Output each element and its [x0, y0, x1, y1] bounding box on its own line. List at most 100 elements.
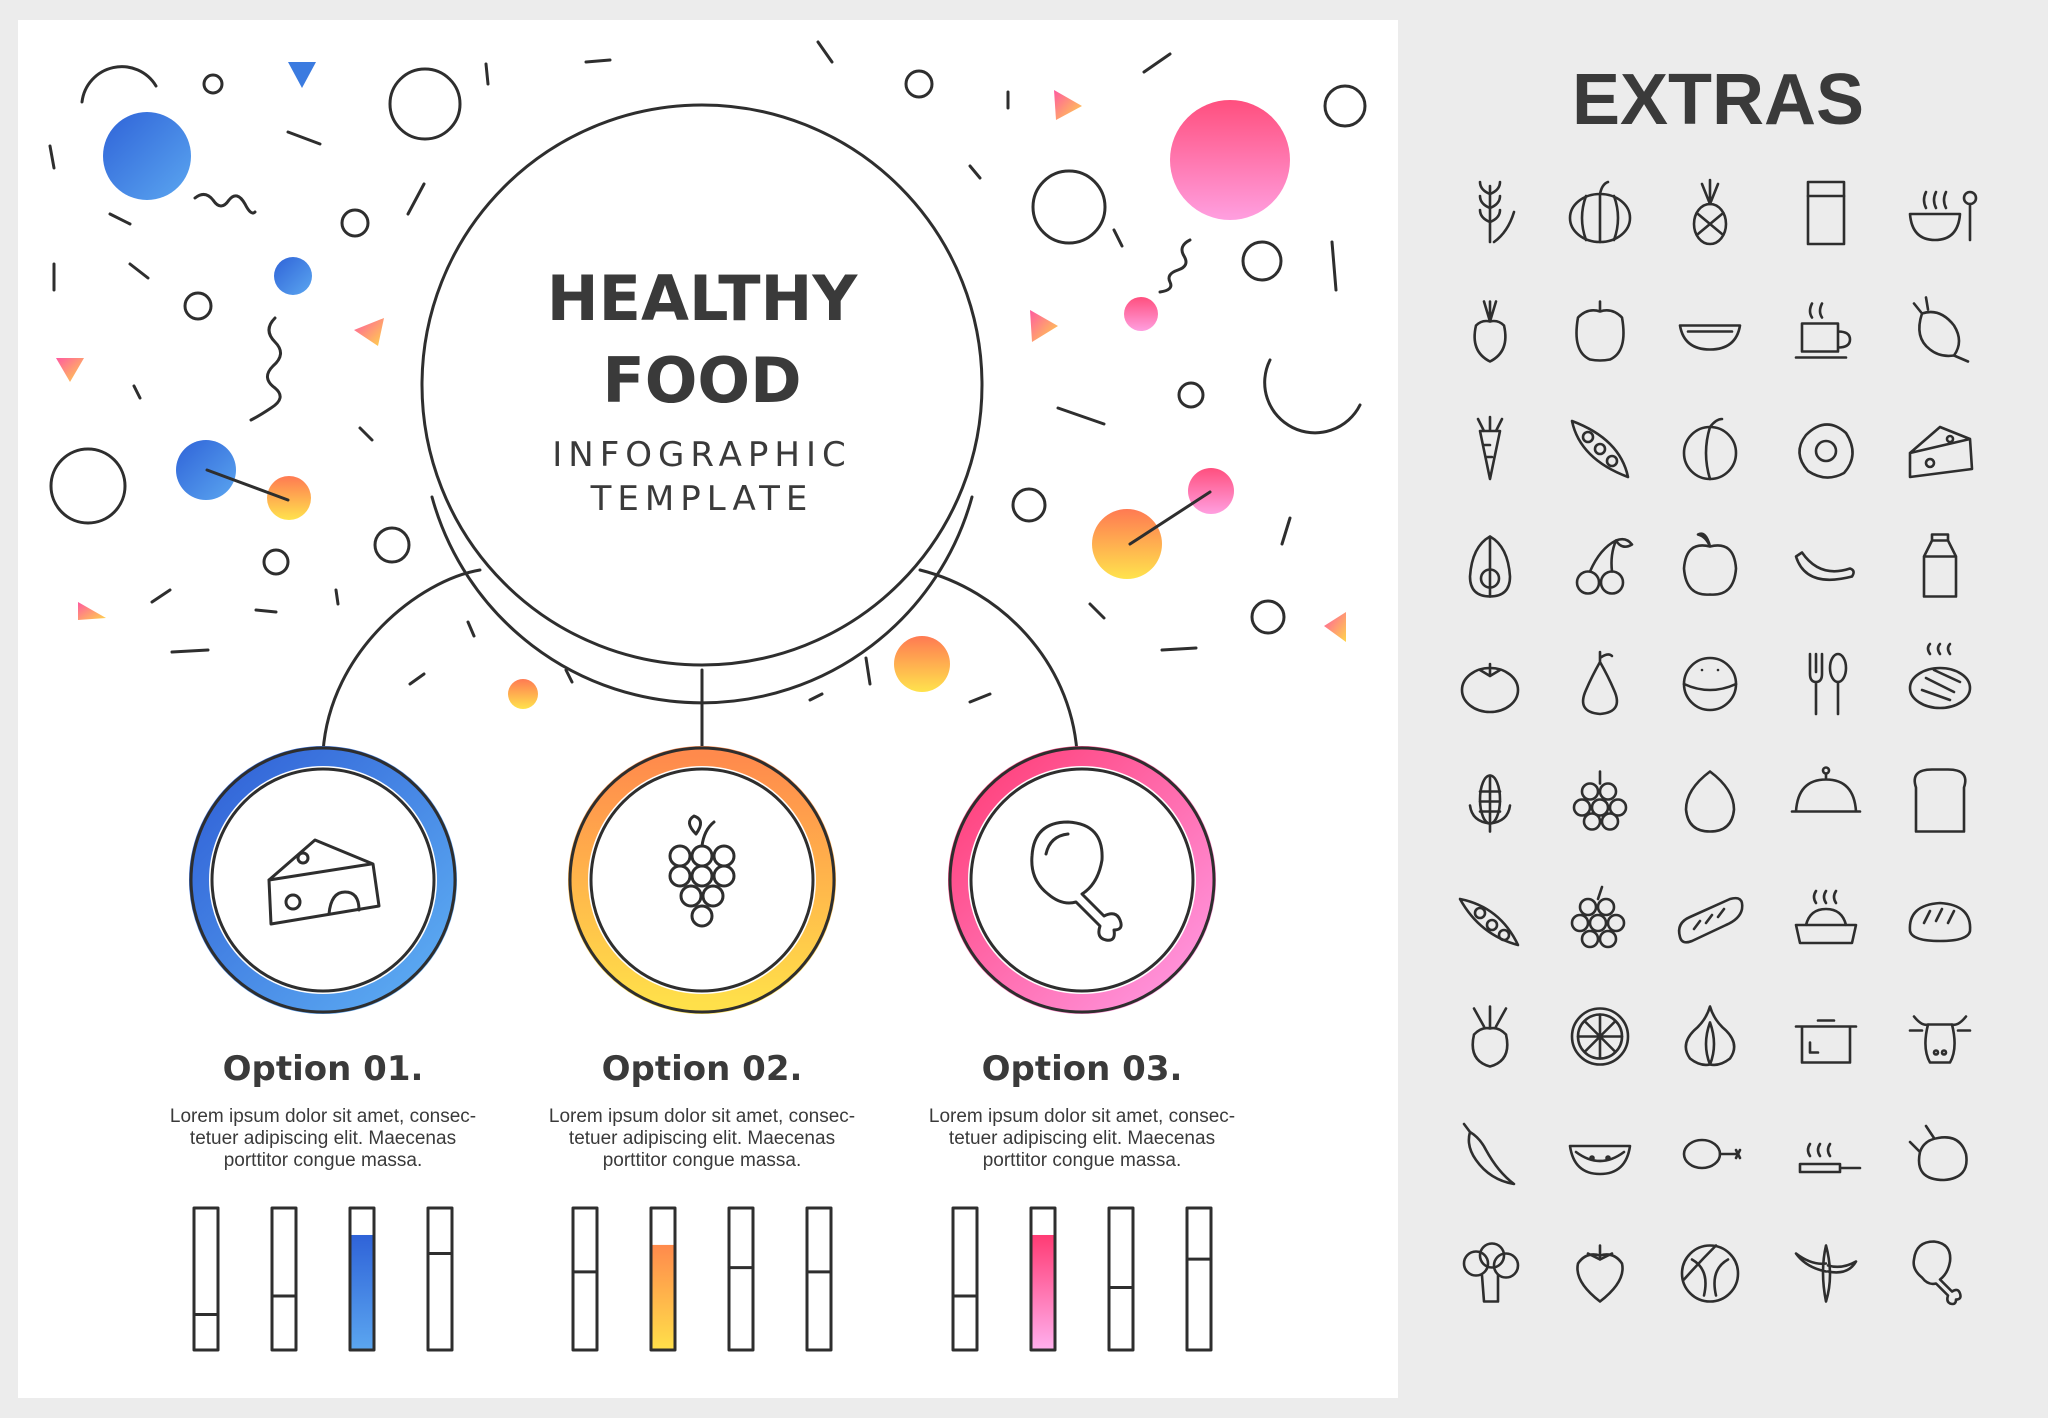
level-bar: [426, 1206, 454, 1352]
fried-egg-icon: [1798, 423, 1854, 479]
option-3: Option 03. Lorem ipsum dolor sit amet, c…: [929, 746, 1235, 1352]
carrot-icon: [1476, 415, 1504, 481]
cherries-icon: [1575, 537, 1634, 595]
cheese-icon: [267, 838, 381, 926]
level-bar: [270, 1206, 298, 1352]
option-1-bars: [192, 1206, 454, 1352]
title-line1: HEALTHY: [547, 262, 859, 335]
connector-lines: [321, 568, 1079, 754]
level-bar: [348, 1206, 376, 1352]
chicken-leg-icon: [1912, 1240, 1962, 1306]
pasta-bowl-icon: [1794, 889, 1858, 945]
chicken-leg-icon: [1030, 820, 1123, 942]
corn-icon: [1468, 774, 1512, 833]
peach-icon: [1682, 532, 1738, 596]
watermelon-icon: [1568, 1144, 1632, 1176]
cheese-icon: [1908, 425, 1974, 479]
option-1: Option 01. Lorem ipsum dolor sit amet, c…: [170, 746, 476, 1352]
plum-icon: [1682, 417, 1738, 481]
option-2-bars: [571, 1206, 833, 1352]
level-bar-outline: [649, 1206, 677, 1352]
level-bar: [1185, 1206, 1213, 1352]
wheat-icon: [1478, 180, 1516, 244]
grapes-icon: [1572, 770, 1628, 831]
level-bar: [571, 1206, 599, 1352]
title-circle: [420, 103, 984, 705]
pineapple-icon: [1692, 178, 1728, 246]
option-3-title: Option 03.: [982, 1049, 1183, 1089]
cloche-icon: [1790, 766, 1862, 813]
level-bar-outline: [270, 1206, 298, 1352]
level-bar-fill: [651, 1244, 675, 1350]
onion-icon: [1473, 300, 1507, 363]
cutlery-icon: [1808, 652, 1848, 716]
juice-glass-icon: [1806, 180, 1846, 246]
level-bar-fill: [1031, 1234, 1055, 1350]
coconut-icon: [1682, 656, 1738, 712]
roast-chicken-icon: [1908, 1124, 1968, 1182]
level-bar: [727, 1206, 755, 1352]
level-bar-outline: [1107, 1206, 1135, 1352]
radish-icon: [1912, 296, 1970, 363]
extras-icon-grid: [1458, 178, 1978, 1306]
grapes-icon: [668, 814, 736, 928]
frying-pan-icon: [1798, 1142, 1862, 1174]
bell-pepper-icon: [1575, 300, 1625, 362]
coffee-cup-icon: [1794, 302, 1852, 359]
option-3-desc-line2: tetuer adipiscing elit. Maecenas: [949, 1128, 1215, 1149]
egg-icon: [1684, 770, 1736, 833]
cooking-pot-icon: [1794, 1019, 1858, 1064]
level-bar-outline: [571, 1206, 599, 1352]
level-bar-outline: [951, 1206, 979, 1352]
pear-icon: [1581, 650, 1619, 716]
option-2-desc-line3: porttitor congue massa.: [603, 1150, 802, 1171]
subtitle-line2: TEMPLATE: [590, 479, 814, 519]
pumpkin-icon: [1568, 180, 1632, 244]
level-bar-outline: [1185, 1206, 1213, 1352]
strawberry-icon: [1576, 1244, 1624, 1303]
option-1-desc-line3: porttitor congue massa.: [224, 1150, 423, 1171]
milk-carton-icon: [1922, 533, 1958, 598]
baguette-icon: [1677, 896, 1744, 944]
option-1-desc-line2: tetuer adipiscing elit. Maecenas: [190, 1128, 456, 1149]
level-bar: [192, 1206, 220, 1352]
soup-bowl-icon: [1908, 190, 1978, 242]
level-bar: [951, 1206, 979, 1352]
steak-icon: [1908, 642, 1972, 710]
option-2: Option 02. Lorem ipsum dolor sit amet, c…: [549, 746, 855, 1352]
chili-pepper-icon: [1462, 1122, 1516, 1186]
broccoli-icon: [1462, 1242, 1520, 1303]
grape-bunch-icon: [1570, 885, 1626, 949]
level-bar-outline: [348, 1206, 376, 1352]
level-bar: [1029, 1206, 1057, 1352]
level-bar-outline: [1029, 1206, 1057, 1352]
option-2-desc-line2: tetuer adipiscing elit. Maecenas: [569, 1128, 835, 1149]
level-bar: [805, 1206, 833, 1352]
avocado-icon: [1468, 535, 1512, 598]
option-3-bars: [951, 1206, 1213, 1352]
option-2-title: Option 02.: [602, 1049, 803, 1089]
extras-title: EXTRAS: [1572, 60, 1864, 140]
cabbage-icon: [1680, 1244, 1740, 1303]
peas-icon: [1458, 897, 1520, 947]
level-bar-fill: [350, 1234, 374, 1350]
bread-loaf-icon: [1908, 901, 1972, 943]
melon-slice-icon: [1678, 324, 1742, 351]
bread-slice-icon: [1913, 768, 1967, 833]
option-1-title: Option 01.: [223, 1049, 424, 1089]
option-1-desc-line1: Lorem ipsum dolor sit amet, consec-: [170, 1106, 476, 1127]
peeled-banana-icon: [1794, 1244, 1858, 1303]
title-line2: FOOD: [602, 344, 801, 417]
level-bar: [1107, 1206, 1135, 1352]
level-bar-outline: [805, 1206, 833, 1352]
level-bar-outline: [426, 1206, 454, 1352]
main-panel: [18, 20, 1398, 1398]
orange-slice-icon: [1570, 1007, 1630, 1066]
level-bar-outline: [727, 1206, 755, 1352]
garlic-icon: [1684, 1005, 1736, 1067]
beet-icon: [1471, 1005, 1509, 1068]
subtitle-line1: INFOGRAPHIC: [552, 435, 851, 475]
pea-pod-icon: [1570, 419, 1630, 479]
level-bar: [649, 1206, 677, 1352]
